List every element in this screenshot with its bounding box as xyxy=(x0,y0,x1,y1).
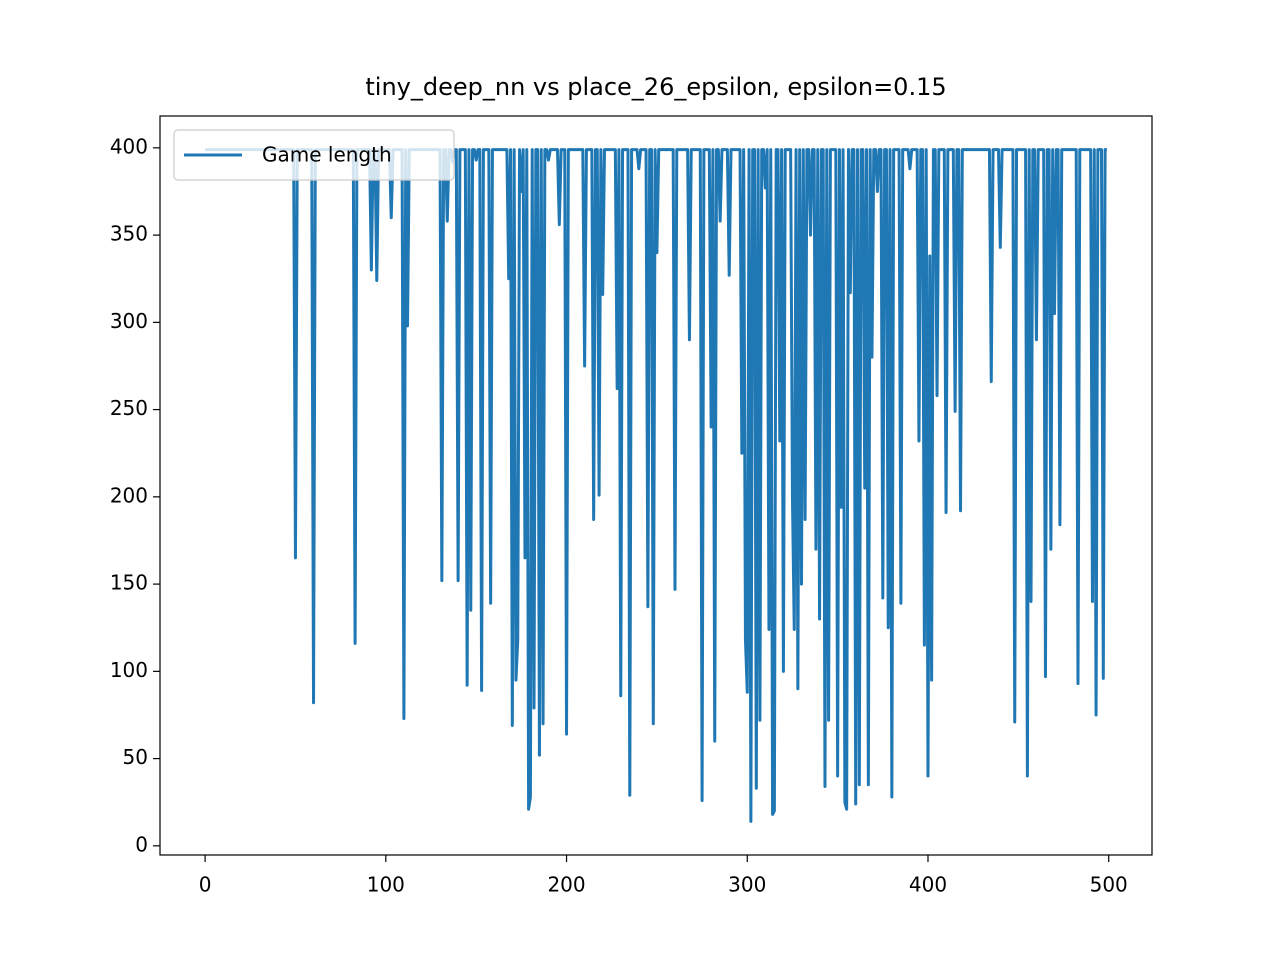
y-tick-label: 400 xyxy=(110,134,148,158)
x-tick-label: 500 xyxy=(1090,873,1128,897)
axes-frame xyxy=(159,115,1153,856)
y-tick-label: 300 xyxy=(110,309,148,333)
chart-title: tiny_deep_nn vs place_26_epsilon, epsilo… xyxy=(365,73,946,101)
x-tick-label: 200 xyxy=(547,873,585,897)
y-tick-label: 350 xyxy=(110,222,148,246)
x-tick-label: 300 xyxy=(728,873,766,897)
y-tick-label: 0 xyxy=(135,832,148,856)
legend-box xyxy=(173,129,455,181)
x-tick-label: 0 xyxy=(199,873,212,897)
y-tick-label: 50 xyxy=(123,745,148,769)
y-tick-label: 200 xyxy=(110,483,148,507)
y-tick-label: 250 xyxy=(110,396,148,420)
y-tick-label: 100 xyxy=(110,658,148,682)
x-tick-label: 400 xyxy=(909,873,947,897)
x-tick-label: 100 xyxy=(367,873,405,897)
data-line xyxy=(205,148,1107,823)
legend-label: Game length xyxy=(262,143,392,167)
y-tick-label: 150 xyxy=(110,571,148,595)
